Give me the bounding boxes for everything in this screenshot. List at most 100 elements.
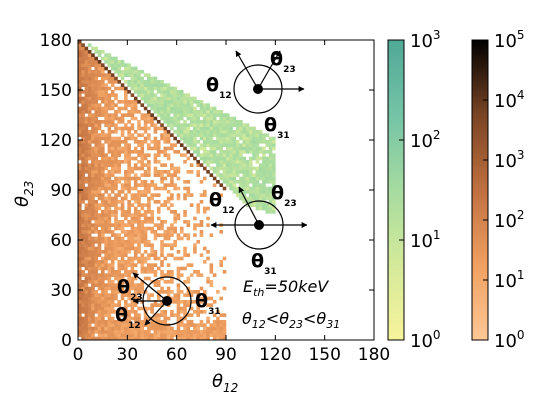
heatmap-cell [265, 196, 270, 201]
heatmap-cell [206, 116, 210, 121]
heatmap-cell [166, 253, 171, 257]
heatmap-cell [110, 186, 115, 191]
heatmap-cell [219, 333, 224, 337]
heatmap-cell [166, 93, 171, 97]
heatmap-cell [94, 123, 99, 127]
heatmap-cell [84, 76, 89, 81]
heatmap-cell [216, 166, 220, 171]
heatmap-cell [140, 330, 145, 334]
heatmap-cell [97, 203, 102, 207]
heatmap-cell [183, 250, 187, 254]
heatmap-cell [166, 100, 171, 104]
heatmap-cell [130, 76, 135, 81]
heatmap-cell [97, 133, 102, 137]
heatmap-cell [219, 113, 224, 117]
heatmap-cell [249, 163, 253, 167]
heatmap-cell [216, 123, 220, 127]
heatmap-cell [219, 156, 224, 161]
heatmap-cell [133, 233, 138, 237]
heatmap-cell [110, 323, 115, 327]
heatmap-cell [170, 93, 174, 97]
heatmap-cell [133, 323, 138, 327]
heatmap-cell [156, 336, 161, 340]
heatmap-cell [124, 306, 128, 311]
heatmap-cell [143, 126, 148, 131]
heatmap-cell [91, 86, 95, 91]
heatmap-cell [212, 130, 217, 134]
heatmap-cell [91, 96, 95, 101]
heatmap-cell [183, 133, 187, 137]
heatmap-cell [245, 143, 250, 147]
heatmap-cell [150, 113, 154, 117]
heatmap-cell [166, 273, 171, 277]
heatmap-cell [163, 90, 168, 94]
heatmap-cell [91, 270, 95, 274]
heatmap-cell [206, 256, 210, 261]
heatmap-cell [163, 333, 168, 337]
heatmap-cell [81, 216, 85, 221]
heatmap-cell [91, 313, 95, 317]
heatmap-cell [124, 310, 128, 314]
heatmap-cell [104, 73, 108, 77]
heatmap-cell [84, 180, 89, 184]
heatmap-cell [245, 196, 250, 201]
heatmap-cell [179, 93, 184, 97]
heatmap-cell [147, 160, 151, 164]
heatmap-cell [94, 96, 99, 101]
heatmap-cell [183, 123, 187, 127]
heatmap-cell [114, 256, 118, 261]
heatmap-cell [163, 310, 168, 314]
heatmap-cell [156, 316, 161, 321]
heatmap-cell [166, 206, 171, 211]
heatmap-cell [120, 190, 125, 194]
heatmap-cell [117, 243, 122, 247]
heatmap-cell [101, 216, 105, 221]
heatmap-cell [196, 116, 200, 121]
heatmap-cell [94, 300, 99, 304]
heatmap-cell [110, 213, 115, 217]
heatmap-cell [91, 120, 95, 124]
heatmap-cell [147, 173, 151, 177]
heatmap-cell [107, 226, 112, 231]
heatmap-cell [84, 186, 89, 191]
heatmap-cell [140, 240, 145, 244]
heatmap-cell [110, 156, 115, 161]
heatmap-cell [78, 43, 82, 47]
heatmap-cell [137, 316, 141, 321]
heatmap-cell [81, 73, 85, 77]
heatmap-cell [133, 86, 138, 91]
heatmap-cell [147, 113, 151, 117]
heatmap-cell [219, 140, 224, 144]
heatmap-cell [147, 190, 151, 194]
heatmap-cell [81, 213, 85, 217]
heatmap-cell [107, 86, 112, 91]
heatmap-cell [268, 156, 273, 161]
heatmap-cell [196, 336, 200, 340]
heatmap-cell [219, 136, 224, 141]
heatmap-cell [147, 133, 151, 137]
heatmap-cell [255, 193, 260, 197]
heatmap-cell [173, 296, 177, 301]
heatmap-cell [140, 320, 145, 324]
heatmap-cell [147, 243, 151, 247]
heatmap-cell [107, 186, 112, 191]
heatmap-cell [81, 96, 85, 101]
heatmap-cell [97, 243, 102, 247]
heatmap-cell [143, 183, 148, 187]
heatmap-cell [189, 336, 194, 340]
heatmap-cell [127, 240, 131, 244]
heatmap-cell [114, 330, 118, 334]
heatmap-cell [153, 326, 158, 331]
heatmap-cell [176, 106, 181, 111]
heatmap-cell [235, 150, 240, 154]
heatmap-cell [107, 150, 112, 154]
heatmap-cell [104, 246, 108, 251]
heatmap-cell [209, 110, 214, 114]
heatmap-cell [124, 100, 128, 104]
heatmap-cell [101, 223, 105, 227]
heatmap-cell [196, 150, 200, 154]
heatmap-cell [127, 246, 131, 251]
heatmap-cell [101, 310, 105, 314]
heatmap-cell [193, 123, 197, 127]
heatmap-cell [101, 50, 105, 54]
